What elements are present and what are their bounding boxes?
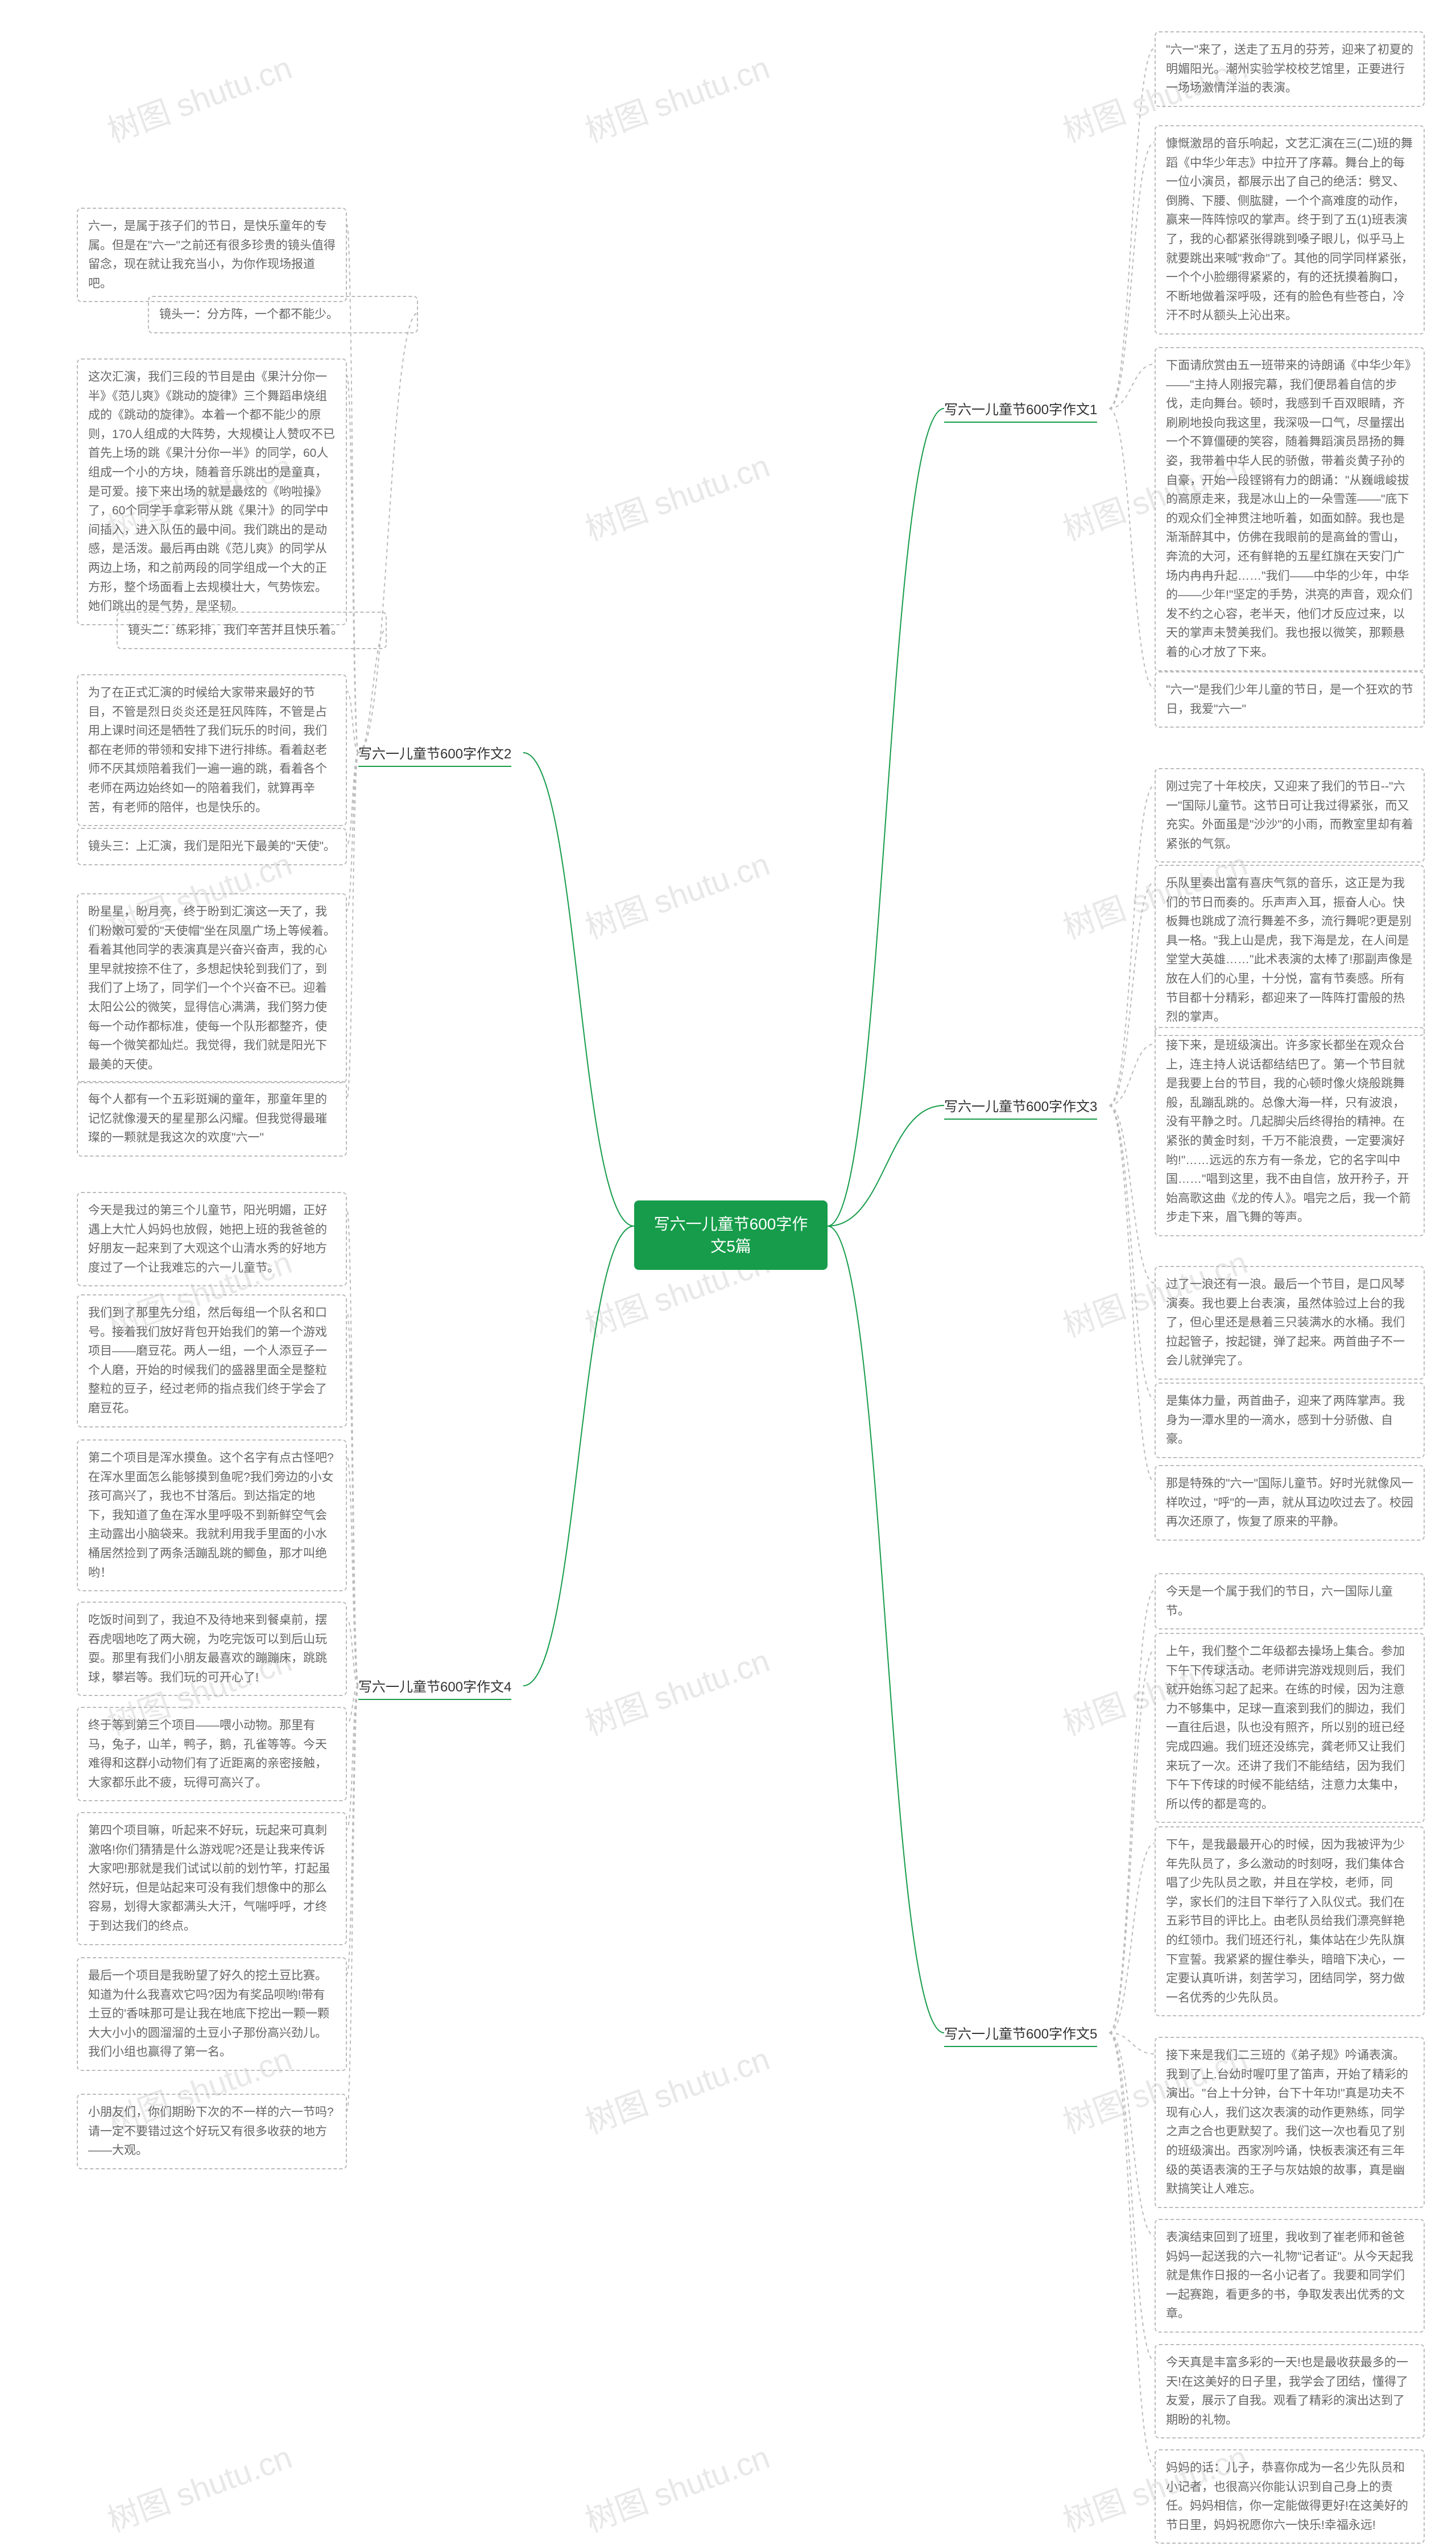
leaf-b5-1[interactable]: 上午，我们整个二年级都去操场上集合。参加下午下传球活动。老师讲完游戏规则后，我们… [1155, 1633, 1425, 1823]
watermark: 树图 shutu.cn [578, 839, 775, 948]
leaf-b4-6[interactable]: 最后一个项目是我盼望了好久的挖土豆比赛。知道为什么我喜欢它吗?因为有奖品呗哟!带… [77, 1957, 347, 2071]
leaf-b4-1[interactable]: 我们到了那里先分组，然后每组一个队名和口号。接着我们放好背包开始我们的第一个游戏… [77, 1294, 347, 1427]
leaf-b3-0[interactable]: 刚过完了十年校庆，又迎来了我们的节日--"六一"国际儿童节。这节日可让我过得紧张… [1155, 768, 1425, 863]
leaf-b5-5[interactable]: 今天真是丰富多彩的一天!也是最收获最多的一天!在这美好的日子里，我学会了团结，懂… [1155, 2344, 1425, 2438]
root-node[interactable]: 写六一儿童节600字作文5篇 [634, 1200, 828, 1270]
leaf-b4-3[interactable]: 吃饭时间到了，我迫不及待地来到餐桌前，摆吞虎咽地吃了两大碗，为吃完饭可以到后山玩… [77, 1602, 347, 1696]
leaf-b1-1[interactable]: 慷慨激昂的音乐响起，文艺汇演在三(二)班的舞蹈《中华少年志》中拉开了序幕。舞台上… [1155, 125, 1425, 335]
leaf-b5-2[interactable]: 下午，是我最最开心的时候，因为我被评为少年先队员了，多么激动的时刻呀，我们集体合… [1155, 1826, 1425, 2016]
branch-b2[interactable]: 写六一儿童节600字作文2 [358, 742, 511, 767]
leaf-b5-6[interactable]: 妈妈的话：儿子，恭喜你成为一名少先队员和小记者，也很高兴你能认识到自己身上的责任… [1155, 2449, 1425, 2544]
leaf-b3-3[interactable]: 过了一浪还有一浪。最后一个节目，是口风琴演奏。我也要上台表演，虽然体验过上台的我… [1155, 1266, 1425, 1380]
leaf-b1-0[interactable]: "六一"来了，送走了五月的芬芳，迎来了初夏的明媚阳光。潮州实验学校校艺馆里，正要… [1155, 31, 1425, 107]
leaf-b4-7[interactable]: 小朋友们，你们期盼下次的不一样的六一节吗?请一定不要错过这个好玩又有很多收获的地… [77, 2094, 347, 2169]
leaf-b2-7[interactable]: 每个人都有一个五彩斑斓的童年，那童年里的记忆就像漫天的星星那么闪耀。但我觉得最璀… [77, 1081, 347, 1157]
leaf-b1-2[interactable]: 下面请欣赏由五一班带来的诗朗诵《中华少年》——"主持人刚报完幕，我们便昂着自信的… [1155, 347, 1425, 671]
branch-b4[interactable]: 写六一儿童节600字作文4 [358, 1676, 511, 1700]
watermark: 树图 shutu.cn [578, 440, 775, 550]
leaf-b2-0[interactable]: 六一，是属于孩子们的节日，是快乐童年的专属。但是在"六一"之前还有很多珍贵的镜头… [77, 208, 347, 302]
watermark: 树图 shutu.cn [100, 42, 297, 151]
leaf-b4-0[interactable]: 今天是我过的第三个儿童节，阳光明媚，正好遇上大忙人妈妈也放假，她把上班的我爸爸的… [77, 1192, 347, 1286]
watermark: 树图 shutu.cn [578, 42, 775, 151]
watermark: 树图 shutu.cn [100, 2432, 297, 2541]
watermark: 树图 shutu.cn [578, 1635, 775, 1744]
leaf-b2-2[interactable]: 这次汇演，我们三段的节目是由《果汁分你一半》《范儿爽》《跳动的旋律》三个舞蹈串烧… [77, 358, 347, 625]
leaf-b5-0[interactable]: 今天是一个属于我们的节日，六一国际儿童节。 [1155, 1573, 1425, 1629]
leaf-b3-2[interactable]: 接下来，是班级演出。许多家长都坐在观众台上，连主持人说话都结结巴了。第一个节目就… [1155, 1027, 1425, 1236]
branch-b5[interactable]: 写六一儿童节600字作文5 [944, 2023, 1097, 2047]
leaf-b4-5[interactable]: 第四个项目嘛，听起来不好玩，玩起来可真刺激咯!你们猜猜是什么游戏呢?还是让我来传… [77, 1812, 347, 1945]
leaf-b1-3[interactable]: "六一"是我们少年儿童的节日，是一个狂欢的节日，我爱"六一" [1155, 671, 1425, 728]
leaf-b2-3[interactable]: 镜头二：练彩排，我们辛苦并且快乐着。 [117, 612, 387, 649]
leaf-b2-6[interactable]: 盼星星，盼月亮，终于盼到汇演这一天了，我们粉嫩可爱的"天使帽"坐在凤凰广场上等候… [77, 893, 347, 1083]
branch-b1[interactable]: 写六一儿童节600字作文1 [944, 398, 1097, 423]
watermark: 树图 shutu.cn [578, 2033, 775, 2143]
leaf-b4-4[interactable]: 终于等到第三个项目——喂小动物。那里有马，兔子，山羊，鸭子，鹅，孔雀等等。今天难… [77, 1707, 347, 1801]
leaf-b3-4[interactable]: 是集体力量，两首曲子，迎来了两阵掌声。我身为一潭水里的一滴水，感到十分骄傲、自豪… [1155, 1383, 1425, 1458]
leaf-b5-4[interactable]: 表演结束回到了班里，我收到了崔老师和爸爸妈妈一起送我的六一礼物"记者证"。从今天… [1155, 2219, 1425, 2333]
leaf-b3-1[interactable]: 乐队里奏出富有喜庆气氛的音乐，这正是为我们的节日而奏的。乐声声入耳，振奋人心。快… [1155, 865, 1425, 1036]
watermark: 树图 shutu.cn [578, 2432, 775, 2541]
branch-b3[interactable]: 写六一儿童节600字作文3 [944, 1095, 1097, 1120]
leaf-b3-5[interactable]: 那是特殊的"六一"国际儿童节。好时光就像风一样吹过，"呼"的一声，就从耳边吹过去… [1155, 1465, 1425, 1541]
leaf-b2-1[interactable]: 镜头一：分方阵，一个都不能少。 [148, 296, 418, 333]
leaf-b5-3[interactable]: 接下来是我们二三班的《弟子规》吟诵表演。我到了上.台幼时喔叮里了笛声，开始了精彩… [1155, 2037, 1425, 2208]
leaf-b4-2[interactable]: 第二个项目是浑水摸鱼。这个名字有点古怪吧?在浑水里面怎么能够摸到鱼呢?我们旁边的… [77, 1439, 347, 1591]
leaf-b2-4[interactable]: 为了在正式汇演的时候给大家带来最好的节目，不管是烈日炎炎还是狂风阵阵，不管是占用… [77, 674, 347, 826]
leaf-b2-5[interactable]: 镜头三：上汇演，我们是阳光下最美的"天使"。 [77, 828, 347, 865]
